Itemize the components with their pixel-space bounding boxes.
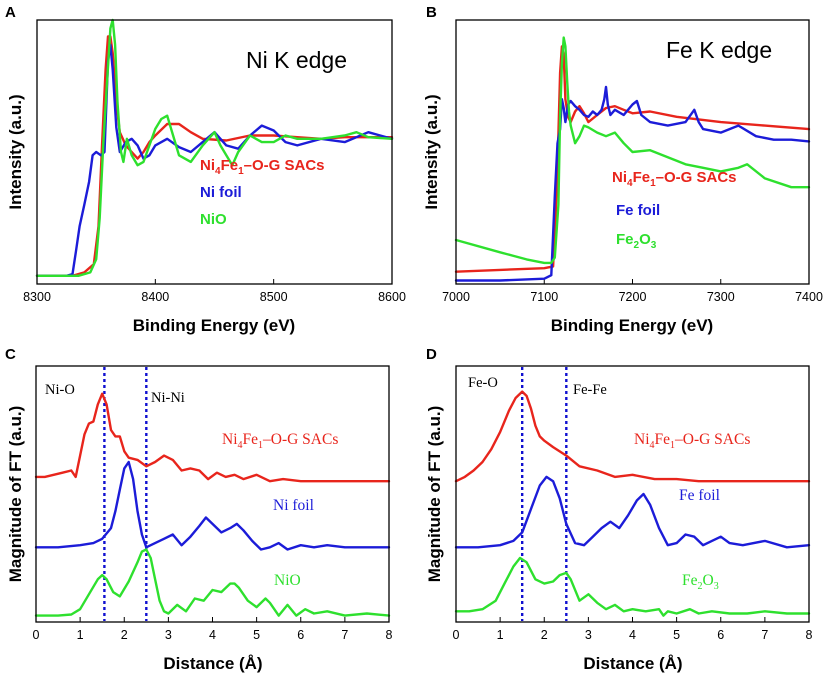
panel-d-xtick-label-3: 3 bbox=[585, 628, 592, 642]
panel-b-xtick-label-3: 7300 bbox=[707, 290, 735, 304]
panel-b-ylabel: Intensity (a.u.) bbox=[422, 94, 441, 209]
panel-d-legend-1: Fe foil bbox=[679, 487, 720, 504]
panel-a-xtick-label-1: 8400 bbox=[141, 290, 169, 304]
panel-b-xtick-label-2: 7200 bbox=[619, 290, 647, 304]
panel-c-vline-label-1: Ni-Ni bbox=[151, 390, 185, 406]
panel-c-xtick-label-1: 1 bbox=[77, 628, 84, 642]
panel-a-xlabel: Binding Energy (eV) bbox=[133, 316, 295, 335]
panel-c-series-1 bbox=[34, 460, 391, 551]
panel-a-frame bbox=[36, 19, 393, 285]
panel-d-series-0 bbox=[454, 390, 811, 483]
panel-c-xtick-label-8: 8 bbox=[386, 628, 393, 642]
panel-d: D 0 1 2 3 4 5 6 7 8 Fe-O Fe-Fe Distance (Å) Magn… bbox=[425, 346, 813, 673]
panel-a-legend-0: Ni4Fe1–O-G SACs bbox=[200, 157, 325, 177]
panel-c-plot: 0 1 2 3 4 5 6 7 8 bbox=[33, 367, 393, 642]
panel-c-frame bbox=[35, 365, 390, 623]
panel-a-series-2 bbox=[35, 18, 394, 277]
panel-c-xtick-label-4: 4 bbox=[209, 628, 216, 642]
panel-c: C 0 1 2 3 4 5 6 7 8 Ni-O Ni-Ni Distance (Å) Magn… bbox=[5, 346, 393, 673]
panel-c-xtick-label-0: 0 bbox=[33, 628, 40, 642]
panel-letter-d: D bbox=[426, 346, 437, 363]
panel-d-xtick-label-1: 1 bbox=[497, 628, 504, 642]
panel-d-xlabel: Distance (Å) bbox=[583, 654, 682, 673]
panel-c-xtick-label-3: 3 bbox=[165, 628, 172, 642]
panel-a-ylabel: Intensity (a.u.) bbox=[6, 94, 25, 209]
panel-b-plot: 7000 7100 7200 7300 7400 bbox=[442, 36, 823, 304]
panel-c-xtick-label-2: 2 bbox=[121, 628, 128, 642]
panel-letter-a: A bbox=[5, 4, 16, 21]
panel-c-xtick-label-5: 5 bbox=[253, 628, 260, 642]
panel-c-legend-2: NiO bbox=[274, 572, 301, 589]
panel-d-legend-0: Ni4Fe1–O-G SACs bbox=[634, 431, 750, 451]
panel-d-frame bbox=[455, 365, 810, 623]
panel-b: B 7000 7100 7200 7300 7400 Fe K edge Binding… bbox=[422, 4, 823, 335]
panel-d-xtick-label-8: 8 bbox=[806, 628, 813, 642]
panel-c-ylabel: Magnitude of FT (a.u.) bbox=[6, 406, 25, 583]
panel-a: A 8300 8400 8500 8600 Ni K edge Binding Ene… bbox=[5, 4, 406, 335]
panel-c-legend-1: Ni foil bbox=[273, 497, 314, 514]
panel-d-xtick-label-6: 6 bbox=[717, 628, 724, 642]
panel-b-xtick-label-4: 7400 bbox=[795, 290, 823, 304]
panel-d-xtick-label-4: 4 bbox=[629, 628, 636, 642]
panel-b-xtick-label-1: 7100 bbox=[530, 290, 558, 304]
panel-a-xtick-label-2: 8500 bbox=[260, 290, 288, 304]
panel-a-xtick-label-0: 8300 bbox=[23, 290, 51, 304]
panel-d-xtick-label-5: 5 bbox=[673, 628, 680, 642]
panel-a-plot: 8300 8400 8500 8600 bbox=[23, 18, 406, 304]
panel-b-title: Fe K edge bbox=[666, 37, 772, 63]
panel-d-series-2 bbox=[454, 556, 811, 617]
panel-b-series-2 bbox=[454, 36, 811, 265]
panel-d-legend-2: Fe2O3 bbox=[682, 572, 719, 592]
panel-d-vline-label-0: Fe-O bbox=[468, 375, 498, 391]
panel-c-series-0 bbox=[34, 392, 391, 483]
panel-a-xtick-label-3: 8600 bbox=[378, 290, 406, 304]
panel-d-ylabel: Magnitude of FT (a.u.) bbox=[425, 406, 444, 583]
panel-b-xtick-label-0: 7000 bbox=[442, 290, 470, 304]
panel-c-xlabel: Distance (Å) bbox=[163, 654, 262, 673]
panel-d-series-1 bbox=[454, 475, 811, 549]
panel-b-frame bbox=[455, 19, 810, 285]
panel-b-legend-2: Fe2O3 bbox=[616, 231, 657, 251]
panel-c-xtick-label-7: 7 bbox=[341, 628, 348, 642]
panel-d-plot: 0 1 2 3 4 5 6 7 8 bbox=[453, 367, 813, 642]
panel-c-xtick-label-6: 6 bbox=[297, 628, 304, 642]
panel-a-legend-2: NiO bbox=[200, 211, 227, 228]
panel-letter-c: C bbox=[5, 346, 16, 363]
panel-d-xtick-label-7: 7 bbox=[761, 628, 768, 642]
panel-a-title: Ni K edge bbox=[246, 47, 347, 73]
panel-c-legend-0: Ni4Fe1–O-G SACs bbox=[222, 431, 338, 451]
panel-a-legend-1: Ni foil bbox=[200, 184, 242, 201]
panel-c-vline-label-0: Ni-O bbox=[45, 382, 75, 398]
panel-letter-b: B bbox=[426, 4, 437, 21]
panel-d-xtick-label-0: 0 bbox=[453, 628, 460, 642]
panel-d-vline-label-1: Fe-Fe bbox=[573, 382, 607, 398]
panel-d-xtick-label-2: 2 bbox=[541, 628, 548, 642]
panel-b-legend-1: Fe foil bbox=[616, 202, 660, 219]
panel-b-legend-0: Ni4Fe1–O-G SACs bbox=[612, 169, 737, 189]
panel-c-series-2 bbox=[34, 548, 391, 617]
panel-b-xlabel: Binding Energy (eV) bbox=[551, 316, 713, 335]
